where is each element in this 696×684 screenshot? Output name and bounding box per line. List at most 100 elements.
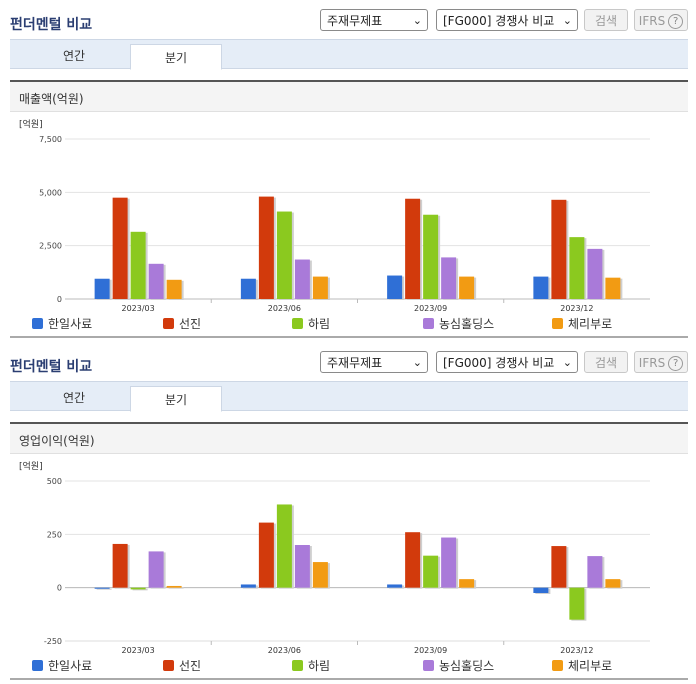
bar [569, 587, 585, 620]
legend-label: 한일사료 [48, 317, 93, 331]
y-tick-label: 0 [57, 295, 62, 304]
legend-item[interactable]: 한일사료 [32, 316, 92, 332]
help-icon[interactable]: ? [668, 356, 684, 371]
chevron-down-icon: ⌄ [562, 356, 572, 369]
ifrs-button[interactable]: IFRS? [634, 351, 688, 373]
operating-profit-bar-chart: [억원] -250 0 250 500 2023/03 2023/06 2023/09 2023… [10, 454, 688, 680]
bar [166, 279, 182, 299]
legend-swatch [163, 660, 174, 671]
chart-svg: [억원] 0 2,500 5,000 7,500 2023/03 2023/06 2023/0… [19, 118, 650, 312]
x-tick-label: 2023/09 [414, 646, 447, 654]
period-tabs: 연간 분기 [10, 39, 688, 70]
legend-item[interactable]: 하림 [292, 316, 330, 332]
legend-swatch [423, 660, 434, 671]
bar [441, 537, 457, 588]
x-tick-label: 2023/03 [122, 304, 155, 312]
bar [605, 579, 621, 588]
statement-select[interactable]: 주재무제표 ⌄ [320, 351, 428, 373]
legend-item[interactable]: 선진 [163, 316, 201, 332]
legend-item[interactable]: 농심홀딩스 [423, 316, 494, 332]
bar [112, 543, 128, 588]
bar [240, 584, 256, 588]
peer-select[interactable]: [FG000] 경쟁사 비교 ⌄ [436, 351, 578, 373]
legend-label: 선진 [179, 659, 202, 673]
ifrs-button[interactable]: IFRS? [634, 9, 688, 31]
bar [312, 562, 328, 588]
bar [258, 196, 274, 299]
unit-label: [억원] [19, 460, 43, 472]
tab-annual[interactable]: 연간 [62, 49, 86, 63]
bar [130, 231, 146, 299]
legend-item[interactable]: 선진 [163, 658, 201, 674]
unit-label: [억원] [19, 118, 43, 130]
bar [587, 248, 603, 299]
bar [112, 197, 128, 299]
bar [148, 551, 164, 588]
bar [276, 211, 292, 299]
x-tick-label: 2023/12 [560, 646, 593, 654]
chart-box: 매출액(억원) [억원] 0 2,500 5,000 7,500 2023/03 2023/… [10, 80, 688, 338]
section-header: 영업이익(억원) [10, 424, 688, 454]
bar [569, 237, 585, 299]
bar [459, 579, 475, 588]
help-icon[interactable]: ? [668, 14, 684, 29]
legend: 한일사료 선진 하림 농심홀딩스 체리부로 [10, 316, 688, 334]
legend-label: 선진 [179, 317, 202, 331]
bar [387, 584, 403, 588]
legend-label: 하림 [308, 317, 331, 331]
panel-header: 펀더멘털 비교 주재무제표 ⌄ [FG000] 경쟁사 비교 ⌄ 검색 IFRS… [0, 350, 696, 380]
ifrs-label: IFRS [638, 356, 666, 370]
y-tick-label: -250 [44, 637, 62, 646]
legend-swatch [292, 318, 303, 329]
statement-select[interactable]: 주재무제표 ⌄ [320, 9, 428, 31]
legend-swatch [292, 660, 303, 671]
panel-header: 펀더멘털 비교 주재무제표 ⌄ [FG000] 경쟁사 비교 ⌄ 검색 IFRS… [0, 8, 696, 38]
y-tick-label: 2,500 [39, 242, 62, 251]
search-button[interactable]: 검색 [584, 9, 628, 31]
section-header: 매출액(억원) [10, 82, 688, 112]
revenue-bar-chart: [억원] 0 2,500 5,000 7,500 2023/03 2023/06 2023/0… [10, 112, 688, 338]
bar [294, 259, 310, 299]
legend-label: 농심홀딩스 [439, 317, 495, 331]
chart-svg: [억원] -250 0 250 500 2023/03 2023/06 2023/09 2023… [19, 460, 650, 654]
bar [423, 214, 439, 299]
y-tick-label: 0 [57, 584, 62, 593]
y-tick-label: 500 [47, 477, 62, 486]
legend-swatch [552, 318, 563, 329]
bar-shadow [168, 586, 184, 589]
x-tick-label: 2023/09 [414, 304, 447, 312]
bar [294, 545, 310, 588]
panel-title: 펀더멘털 비교 [10, 359, 93, 375]
chart-box: 영업이익(억원) [억원] -250 0 250 500 2023/03 2023/06 20… [10, 422, 688, 680]
legend-item[interactable]: 한일사료 [32, 658, 92, 674]
legend-item[interactable]: 체리부로 [552, 316, 612, 332]
peer-select[interactable]: [FG000] 경쟁사 비교 ⌄ [436, 9, 578, 31]
bar [94, 587, 110, 589]
x-tick-label: 2023/03 [122, 646, 155, 654]
legend-item[interactable]: 농심홀딩스 [423, 658, 494, 674]
bar [148, 263, 164, 299]
chevron-down-icon: ⌄ [412, 14, 422, 27]
tab-annual[interactable]: 연간 [62, 391, 86, 405]
bar [551, 199, 567, 299]
peer-select-value: [FG000] 경쟁사 비교 [443, 14, 555, 28]
legend-label: 하림 [308, 659, 331, 673]
x-tick-label: 2023/12 [560, 304, 593, 312]
bar-shadow [132, 588, 148, 591]
bar [130, 587, 146, 590]
tab-quarterly[interactable]: 분기 [130, 386, 222, 412]
bar [258, 522, 274, 588]
bar-shadow [96, 588, 112, 590]
bar [533, 587, 549, 593]
legend-item[interactable]: 체리부로 [552, 658, 612, 674]
legend-item[interactable]: 하림 [292, 658, 330, 674]
x-tick-label: 2023/06 [268, 304, 301, 312]
bar [276, 504, 292, 588]
bar [605, 277, 621, 299]
legend-swatch [32, 318, 43, 329]
tab-quarterly[interactable]: 분기 [130, 44, 222, 70]
search-button[interactable]: 검색 [584, 351, 628, 373]
legend-swatch [163, 318, 174, 329]
bar [423, 555, 439, 588]
legend-swatch [552, 660, 563, 671]
